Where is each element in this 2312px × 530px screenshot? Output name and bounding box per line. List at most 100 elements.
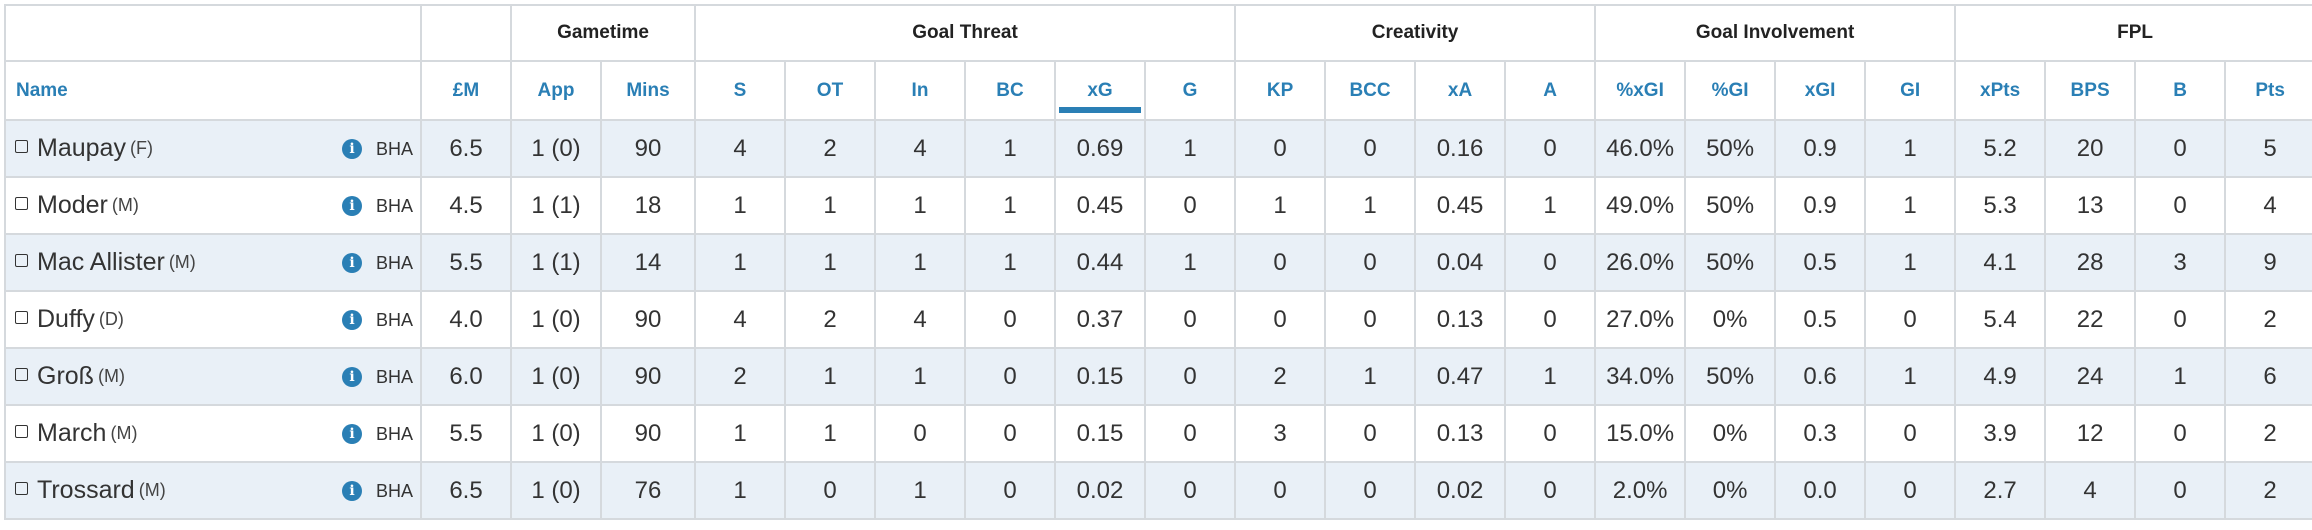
player-position: (M) bbox=[111, 195, 139, 216]
column-header-g[interactable]: G bbox=[1143, 60, 1237, 121]
player-name: Mac Allister bbox=[37, 248, 165, 277]
cell-xg: 0.02 bbox=[1054, 461, 1146, 520]
column-header-b[interactable]: B bbox=[2134, 60, 2227, 121]
cell-xgi: 0.0 bbox=[1774, 461, 1867, 520]
cell-in: 1 bbox=[874, 233, 966, 292]
select-player-checkbox[interactable] bbox=[15, 368, 28, 382]
cell-mins: 90 bbox=[600, 119, 696, 178]
column-header-gi[interactable]: GI bbox=[1864, 60, 1957, 121]
column-header-pct-gi[interactable]: %GI bbox=[1684, 60, 1777, 121]
info-circle-icon[interactable]: i bbox=[342, 423, 362, 444]
column-header-xpts[interactable]: xPts bbox=[1954, 60, 2047, 121]
cell-bcc: 0 bbox=[1324, 404, 1417, 463]
cell-xgi: 0.6 bbox=[1774, 347, 1867, 406]
cell-gi: 1 bbox=[1864, 176, 1957, 235]
cell-bps: 20 bbox=[2044, 119, 2137, 178]
cell-pct-gi: 50% bbox=[1684, 347, 1777, 406]
column-header-pts[interactable]: Pts bbox=[2224, 60, 2312, 121]
cell-in: 1 bbox=[874, 461, 966, 520]
select-player-checkbox[interactable] bbox=[15, 140, 28, 154]
cell-pct-xgi: 34.0% bbox=[1594, 347, 1687, 406]
cell-app: 1 (1) bbox=[510, 233, 602, 292]
select-player-checkbox[interactable] bbox=[15, 197, 28, 211]
info-circle-icon[interactable]: i bbox=[342, 366, 362, 387]
cell-bps: 28 bbox=[2044, 233, 2137, 292]
info-circle-icon[interactable]: i bbox=[342, 195, 362, 216]
cell-ot: 1 bbox=[784, 233, 876, 292]
player-name: Moder bbox=[37, 191, 108, 220]
column-header-in[interactable]: In bbox=[874, 60, 966, 121]
player-name-cell: Maupay (F) i BHA bbox=[4, 119, 422, 178]
player-name-cell: Mac Allister (M) i BHA bbox=[4, 233, 422, 292]
cell-pricem: 6.0 bbox=[420, 347, 512, 406]
column-header-a[interactable]: A bbox=[1504, 60, 1597, 121]
cell-xa: 0.13 bbox=[1414, 404, 1507, 463]
cell-bc: 1 bbox=[964, 176, 1056, 235]
player-team: BHA bbox=[376, 252, 414, 273]
player-position: (M) bbox=[168, 252, 196, 273]
column-header-app[interactable]: App bbox=[510, 60, 602, 121]
info-circle-icon[interactable]: i bbox=[342, 138, 362, 159]
cell-xpts: 2.7 bbox=[1954, 461, 2047, 520]
player-position: (M) bbox=[138, 480, 166, 501]
column-header-name[interactable]: Name bbox=[4, 60, 422, 121]
column-header-pricem[interactable]: £M bbox=[420, 60, 512, 121]
group-header-name bbox=[4, 4, 422, 62]
cell-pts: 2 bbox=[2224, 461, 2312, 520]
cell-ot: 2 bbox=[784, 119, 876, 178]
cell-app: 1 (0) bbox=[510, 119, 602, 178]
column-header-bps[interactable]: BPS bbox=[2044, 60, 2137, 121]
cell-xa: 0.02 bbox=[1414, 461, 1507, 520]
cell-mins: 18 bbox=[600, 176, 696, 235]
cell-mins: 90 bbox=[600, 347, 696, 406]
cell-app: 1 (1) bbox=[510, 176, 602, 235]
table-header: Gametime Goal Threat Creativity Goal Inv… bbox=[4, 4, 2312, 121]
group-header-gametime: Gametime bbox=[510, 4, 696, 62]
cell-bcc: 1 bbox=[1324, 176, 1417, 235]
info-circle-icon[interactable]: i bbox=[342, 309, 362, 330]
select-player-checkbox[interactable] bbox=[15, 482, 28, 496]
column-header-kp[interactable]: KP bbox=[1234, 60, 1327, 121]
player-name: Groß bbox=[37, 362, 94, 391]
cell-ot: 1 bbox=[784, 347, 876, 406]
cell-xpts: 5.2 bbox=[1954, 119, 2047, 178]
cell-g: 0 bbox=[1143, 404, 1237, 463]
player-team: BHA bbox=[376, 138, 414, 159]
cell-pricem: 5.5 bbox=[420, 404, 512, 463]
column-header-bcc[interactable]: BCC bbox=[1324, 60, 1417, 121]
player-position: (D) bbox=[98, 309, 124, 330]
cell-bps: 24 bbox=[2044, 347, 2137, 406]
cell-pts: 5 bbox=[2224, 119, 2312, 178]
select-player-checkbox[interactable] bbox=[15, 425, 28, 439]
cell-xg: 0.44 bbox=[1054, 233, 1146, 292]
select-player-checkbox[interactable] bbox=[15, 254, 28, 268]
player-position: (M) bbox=[110, 423, 138, 444]
info-circle-icon[interactable]: i bbox=[342, 252, 362, 273]
cell-ot: 1 bbox=[784, 176, 876, 235]
column-header-xg[interactable]: xG bbox=[1054, 60, 1146, 121]
cell-xa: 0.16 bbox=[1414, 119, 1507, 178]
table-row: Mac Allister (M) i BHA 5.5 1 (1) 14 1 1 1 1 0.44 1 0 0… bbox=[4, 233, 2312, 292]
player-stats-table: Gametime Goal Threat Creativity Goal Inv… bbox=[4, 4, 2312, 520]
cell-xg: 0.15 bbox=[1054, 347, 1146, 406]
cell-kp: 0 bbox=[1234, 119, 1327, 178]
cell-xpts: 5.3 bbox=[1954, 176, 2047, 235]
column-header-s[interactable]: S bbox=[694, 60, 786, 121]
select-player-checkbox[interactable] bbox=[15, 311, 28, 325]
cell-pct-xgi: 46.0% bbox=[1594, 119, 1687, 178]
cell-s: 1 bbox=[694, 461, 786, 520]
column-header-ot[interactable]: OT bbox=[784, 60, 876, 121]
info-circle-icon[interactable]: i bbox=[342, 480, 362, 501]
cell-app: 1 (0) bbox=[510, 347, 602, 406]
column-header-xa[interactable]: xA bbox=[1414, 60, 1507, 121]
cell-xg: 0.45 bbox=[1054, 176, 1146, 235]
column-header-pct-xgi[interactable]: %xGI bbox=[1594, 60, 1687, 121]
column-header-mins[interactable]: Mins bbox=[600, 60, 696, 121]
cell-bc: 0 bbox=[964, 404, 1056, 463]
player-name-cell: March (M) i BHA bbox=[4, 404, 422, 463]
column-header-bc[interactable]: BC bbox=[964, 60, 1056, 121]
cell-g: 1 bbox=[1143, 233, 1237, 292]
column-header-xgi[interactable]: xGI bbox=[1774, 60, 1867, 121]
cell-b: 1 bbox=[2134, 347, 2227, 406]
cell-xa: 0.13 bbox=[1414, 290, 1507, 349]
